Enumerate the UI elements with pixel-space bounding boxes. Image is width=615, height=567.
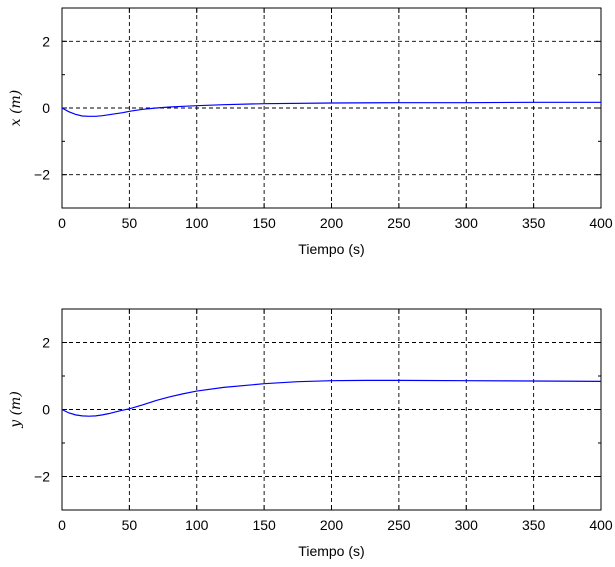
x-tick-label: 300 [455,215,479,231]
x-axis-label: Tiempo (s) [298,543,364,559]
y-tick-label: 2 [42,33,50,49]
series-line [61,379,602,417]
x-tick-label: 200 [320,215,344,231]
x-tick-label: 250 [387,215,411,231]
x-tick-label: 400 [589,215,613,231]
y-tick-label: −2 [34,167,50,183]
x-tick-label: 0 [58,517,66,533]
x-tick-label: 200 [320,517,344,533]
y-axis-label: x (m) [8,90,24,127]
x-tick-label: 50 [122,517,138,533]
y-tick-label: 0 [42,402,50,418]
x-tick-label: 150 [252,215,276,231]
series-line [61,101,601,117]
chart-1: 0 50 100 150 200 250 300 350 400 −2 0 2 Tiempo (s) x … [8,7,613,257]
x-axis-label: Tiempo (s) [298,241,364,257]
y-tick-label: 0 [42,100,50,116]
x-tick-label: 100 [185,215,209,231]
chart-2: 0 50 100 150 200 250 300 350 400 −2 0 2 Tiempo (s) y … [8,308,613,559]
x-tick-label: 50 [122,215,138,231]
x-tick-label: 100 [185,517,209,533]
y-tick-label: −2 [34,469,50,485]
x-tick-label: 150 [252,517,276,533]
x-tick-label: 300 [455,517,479,533]
y-axis-label: y (m) [8,391,24,429]
x-tick-label: 350 [522,215,546,231]
x-tick-label: 0 [58,215,66,231]
x-tick-label: 350 [522,517,546,533]
x-tick-label: 250 [387,517,411,533]
x-tick-label: 400 [589,517,613,533]
y-tick-label: 2 [42,335,50,351]
